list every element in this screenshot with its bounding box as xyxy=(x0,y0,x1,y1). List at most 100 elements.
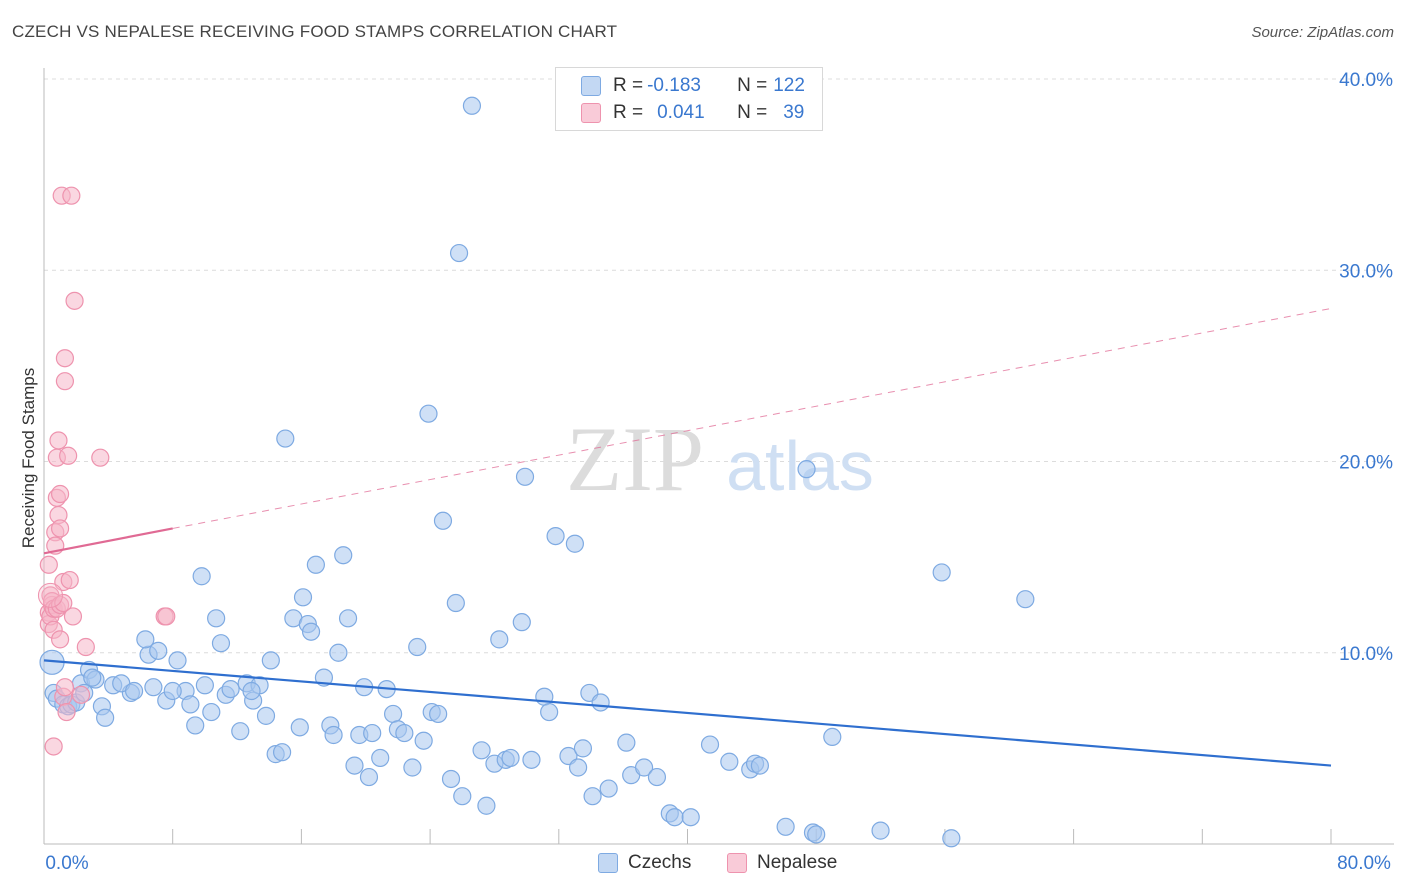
czech-point xyxy=(449,243,469,263)
nepalese-point xyxy=(39,555,58,574)
series-legend: Czechs Nepalese xyxy=(0,852,1406,878)
nepalese-point xyxy=(54,593,73,613)
czech-swatch xyxy=(581,76,601,96)
czech-point xyxy=(477,796,496,815)
czech-point xyxy=(665,808,684,827)
czech-point xyxy=(395,723,414,743)
nepalese-point xyxy=(50,519,70,538)
czech-point xyxy=(583,787,602,806)
czech-point xyxy=(124,681,144,701)
nepalese-swatch xyxy=(581,103,601,123)
nepalese-n-label: N = xyxy=(737,102,768,123)
czech-point xyxy=(932,563,951,582)
czech-point xyxy=(512,613,531,632)
nepalese-point xyxy=(57,702,76,722)
czech-point xyxy=(338,609,358,628)
nepalese-point xyxy=(37,582,63,608)
nepalese-points xyxy=(37,186,176,756)
czech-point xyxy=(345,756,364,775)
czech-point xyxy=(720,752,739,771)
czech-point xyxy=(359,767,379,787)
czech-point xyxy=(617,733,636,752)
watermark-zip: ZIP xyxy=(566,408,704,510)
czech-trend-line xyxy=(43,659,1332,767)
czech-point xyxy=(192,567,211,586)
czech-point xyxy=(433,511,453,530)
czech-point xyxy=(823,727,842,747)
czech-point xyxy=(211,634,231,653)
trend-lines xyxy=(43,308,1332,767)
legend-row-czech: R = -0.183 N = 122 xyxy=(581,73,805,99)
nepalese-point xyxy=(60,570,79,590)
czech-point xyxy=(306,555,325,574)
czech-point xyxy=(301,622,321,641)
nepalese-point xyxy=(63,607,83,626)
czech-point xyxy=(546,526,565,546)
nepalese-point xyxy=(62,186,81,205)
czech-point xyxy=(472,741,491,760)
czech-point xyxy=(186,716,205,735)
czech-point xyxy=(181,695,200,714)
czech-point xyxy=(272,743,292,762)
czech-point xyxy=(871,821,890,840)
chart-title: CZECH VS NEPALESE RECEIVING FOOD STAMPS … xyxy=(12,22,618,41)
czech-point xyxy=(807,825,826,844)
czech-point xyxy=(231,722,250,741)
czech-point xyxy=(324,725,343,745)
czech-point xyxy=(256,706,276,725)
czech-point xyxy=(144,678,163,697)
y-tick-label-10: 10.0% xyxy=(1339,644,1393,665)
czech-point xyxy=(149,641,168,660)
nepalese-trend-extension xyxy=(172,308,1332,529)
nepalese-legend-label: Nepalese xyxy=(757,852,838,873)
legend-row-nepalese: R = 0.041 N = 39 xyxy=(581,100,804,126)
chart-source: Source: ZipAtlas.com xyxy=(1251,24,1394,41)
czech-point xyxy=(202,702,221,722)
czech-point xyxy=(195,676,214,695)
y-tick-label-30: 30.0% xyxy=(1339,261,1393,282)
legend-item-nepalese: Nepalese xyxy=(727,852,837,874)
czech-point xyxy=(429,704,448,724)
czech-point xyxy=(515,467,535,486)
czech-point xyxy=(750,756,769,775)
nepalese-point xyxy=(55,349,75,368)
czech-point xyxy=(408,637,427,657)
czech-point xyxy=(371,748,390,768)
correlation-legend: R = -0.183 N = 122 R = 0.041 N = 39 xyxy=(555,67,823,131)
nepalese-point xyxy=(44,737,63,756)
nepalese-point xyxy=(157,607,176,626)
czech-point xyxy=(261,651,280,670)
czech-points xyxy=(39,96,1035,848)
czech-n-label: N = xyxy=(737,75,768,96)
czech-point xyxy=(569,758,588,777)
czech-point xyxy=(168,651,187,670)
nepalese-point xyxy=(76,637,95,657)
czech-point xyxy=(83,668,102,687)
czech-point xyxy=(293,588,313,607)
czech-point xyxy=(383,704,403,724)
czech-r-value: -0.183 xyxy=(647,75,701,96)
nepalese-legend-swatch xyxy=(727,853,747,873)
nepalese-point xyxy=(50,630,70,649)
czech-point xyxy=(334,546,353,565)
czech-point xyxy=(490,630,509,649)
nepalese-point xyxy=(55,678,75,697)
czech-point xyxy=(403,758,422,777)
czech-point xyxy=(522,750,541,769)
czech-point xyxy=(136,630,155,649)
czechs-legend-label: Czechs xyxy=(628,852,692,873)
nepalese-r-value: 0.041 xyxy=(657,102,705,123)
czech-point xyxy=(942,829,961,848)
nepalese-point xyxy=(49,431,68,450)
nepalese-r-label: R = xyxy=(613,102,644,123)
nepalese-point xyxy=(55,372,75,391)
czech-point xyxy=(242,681,261,701)
czechs-legend-swatch xyxy=(598,853,618,873)
czech-point xyxy=(441,769,461,789)
czech-point xyxy=(414,731,433,750)
czech-point xyxy=(290,718,309,737)
czech-point xyxy=(501,748,520,768)
y-axis-label: Receiving Food Stamps xyxy=(19,368,38,548)
czech-point xyxy=(462,96,482,115)
axes xyxy=(43,68,1394,845)
